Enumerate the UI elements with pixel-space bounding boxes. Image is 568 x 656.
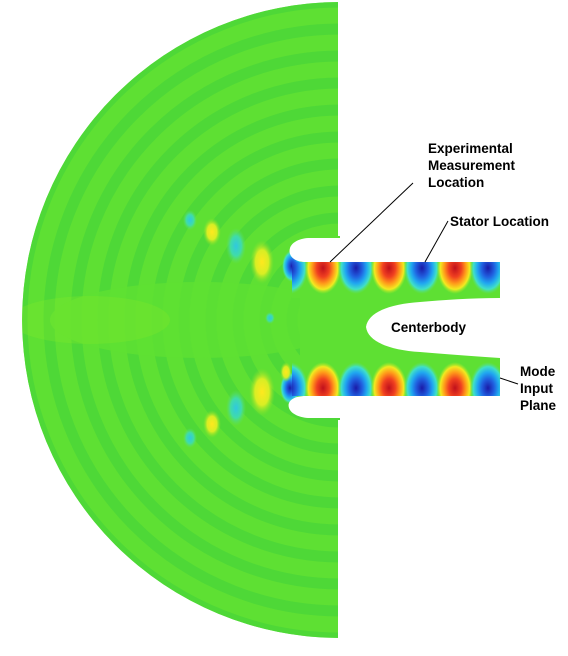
- duct-mode-positive: [437, 362, 473, 396]
- mode-input-label-line3: Plane: [520, 398, 557, 413]
- duct-mode-negative: [404, 362, 440, 396]
- axial-lobe: [50, 282, 341, 358]
- right-blank-upper: [340, 0, 568, 236]
- measurement-label-line1: Experimental: [428, 141, 513, 156]
- duct-mode-positive: [305, 262, 341, 294]
- right-blank-lower: [340, 420, 568, 656]
- annotation-labels: Experimental Measurement Location Stator…: [391, 141, 557, 413]
- mode-input-label-line2: Input: [520, 381, 553, 396]
- near-field-lobe: [183, 210, 197, 230]
- near-field-lobe: [280, 362, 292, 382]
- duct-mode-negative: [470, 262, 500, 294]
- upper-nacelle-lip: [289, 236, 568, 262]
- near-field-lobe: [203, 218, 221, 246]
- duct-mode-negative: [470, 362, 500, 396]
- duct-mode-negative: [404, 262, 440, 294]
- duct-mode-negative: [338, 362, 374, 396]
- duct-mode-negative: [292, 362, 308, 396]
- duct-mode-positive: [371, 262, 407, 294]
- near-field-lobe: [249, 368, 275, 416]
- centerbody-label: Centerbody: [391, 320, 467, 335]
- near-field-lobe: [183, 428, 197, 448]
- lower-nacelle-lip: [288, 396, 568, 420]
- duct-mode-row-upper: [292, 262, 500, 294]
- vertical-cut-edge: [338, 0, 340, 236]
- near-field-lobe: [226, 390, 246, 426]
- near-field-lobe: [250, 240, 274, 284]
- mode-input-leader: [499, 377, 519, 385]
- duct-mode-negative: [292, 262, 308, 294]
- duct-mode-positive: [305, 362, 341, 396]
- leader-lines: [329, 182, 519, 385]
- duct-mode-positive: [371, 362, 407, 396]
- measurement-label-line3: Location: [428, 175, 484, 190]
- axial-lobe-light: [22, 296, 170, 344]
- vertical-cut-edge-lower: [338, 420, 340, 656]
- stator-leader: [424, 220, 449, 263]
- stator-label: Stator Location: [450, 214, 549, 229]
- centerbody-shape: [366, 298, 568, 358]
- near-field-lobe: [226, 228, 246, 264]
- duct-mode-negative: [338, 262, 374, 294]
- near-field-lobe: [265, 312, 275, 324]
- duct-mode-positive: [437, 262, 473, 294]
- measurement-leader: [329, 182, 414, 263]
- measurement-label-line2: Measurement: [428, 158, 516, 173]
- near-field-lobe: [203, 410, 221, 438]
- geometry-cutouts: [288, 0, 568, 656]
- mode-input-label-line1: Mode: [520, 364, 556, 379]
- duct-mode-row-lower: [292, 362, 500, 396]
